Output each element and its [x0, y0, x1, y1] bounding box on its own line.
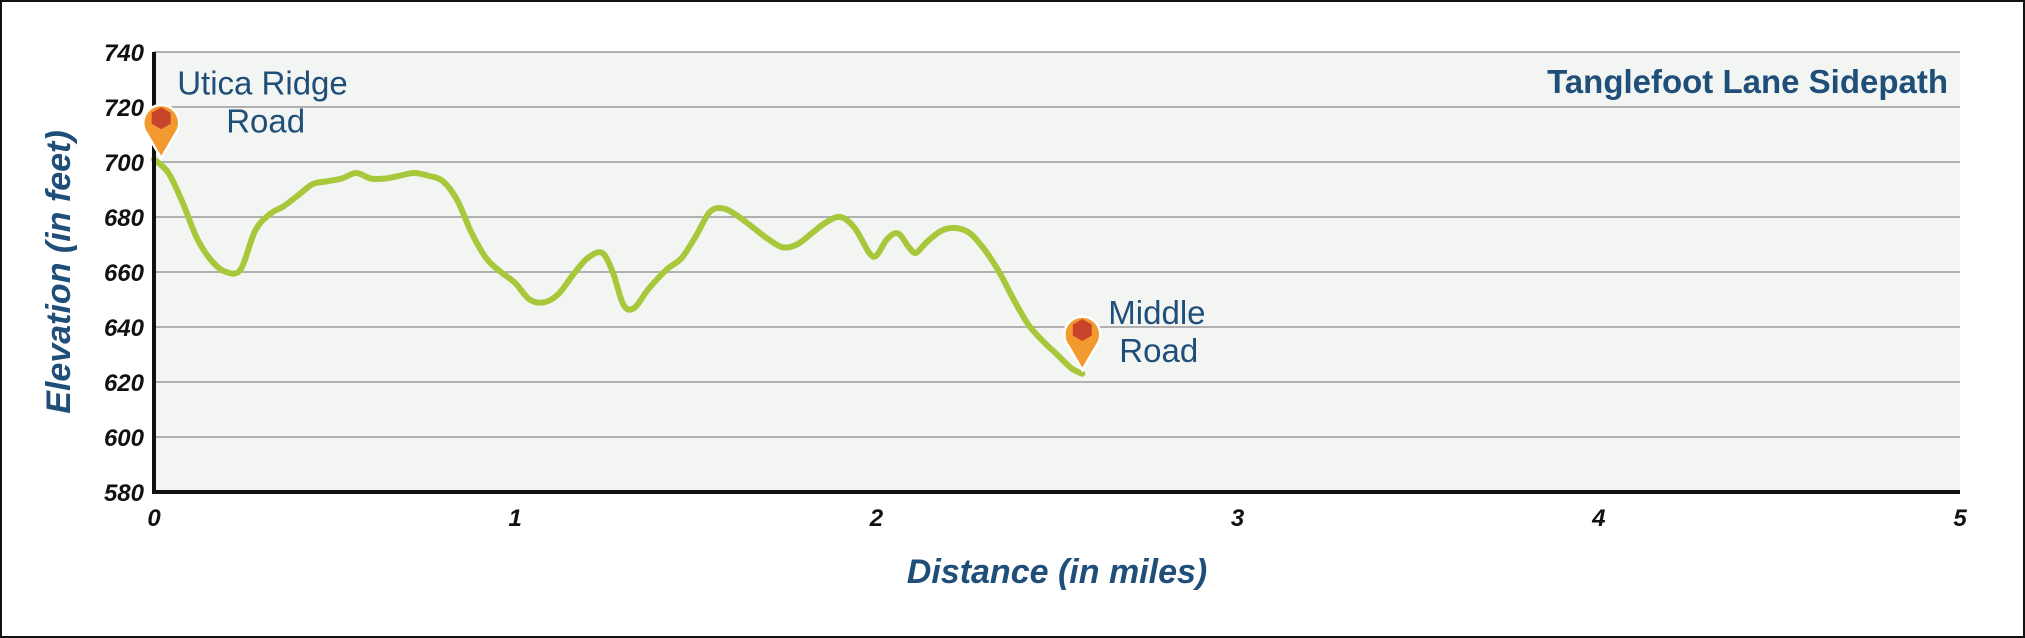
marker-hexagon	[151, 107, 171, 130]
series-layer	[151, 156, 1086, 377]
y-tick-label: 680	[104, 205, 145, 232]
y-tick-labels: 580 600 620 640 660 680 700 720 740	[104, 40, 145, 507]
x-tick-label: 2	[869, 505, 884, 532]
location-marker-icon	[1063, 315, 1102, 373]
y-tick-label: 660	[104, 260, 145, 287]
x-tick-label: 1	[509, 505, 522, 532]
marker-label: Road	[1119, 332, 1198, 369]
gridlines	[154, 51, 1960, 438]
marker-label: Road	[226, 102, 305, 139]
y-axis-title: Elevation (in feet)	[40, 130, 78, 413]
x-tick-label: 0	[147, 505, 161, 532]
y-tick-label: 700	[104, 150, 145, 177]
x-tick-label: 5	[1953, 505, 1967, 532]
y-tick-label: 640	[104, 315, 145, 342]
x-tick-labels: 0 1 2 3 4 5	[147, 505, 1967, 532]
y-tick-label: 580	[104, 480, 145, 507]
elevation-series-line	[151, 156, 1086, 377]
x-tick-label: 3	[1231, 505, 1245, 532]
x-tick-label: 4	[1591, 505, 1605, 532]
chart-title: Tanglefoot Lane Sidepath	[1547, 63, 1948, 100]
marker-label: Utica Ridge	[177, 64, 348, 101]
location-marker-icon	[142, 103, 181, 161]
marker-label: Middle	[1108, 294, 1205, 331]
x-axis-title: Distance (in miles)	[907, 553, 1207, 591]
marker-hexagon	[1072, 319, 1092, 341]
y-tick-label: 600	[104, 425, 145, 452]
y-tick-label: 620	[104, 370, 145, 397]
y-tick-label: 720	[104, 95, 145, 122]
y-tick-label: 740	[104, 40, 145, 67]
